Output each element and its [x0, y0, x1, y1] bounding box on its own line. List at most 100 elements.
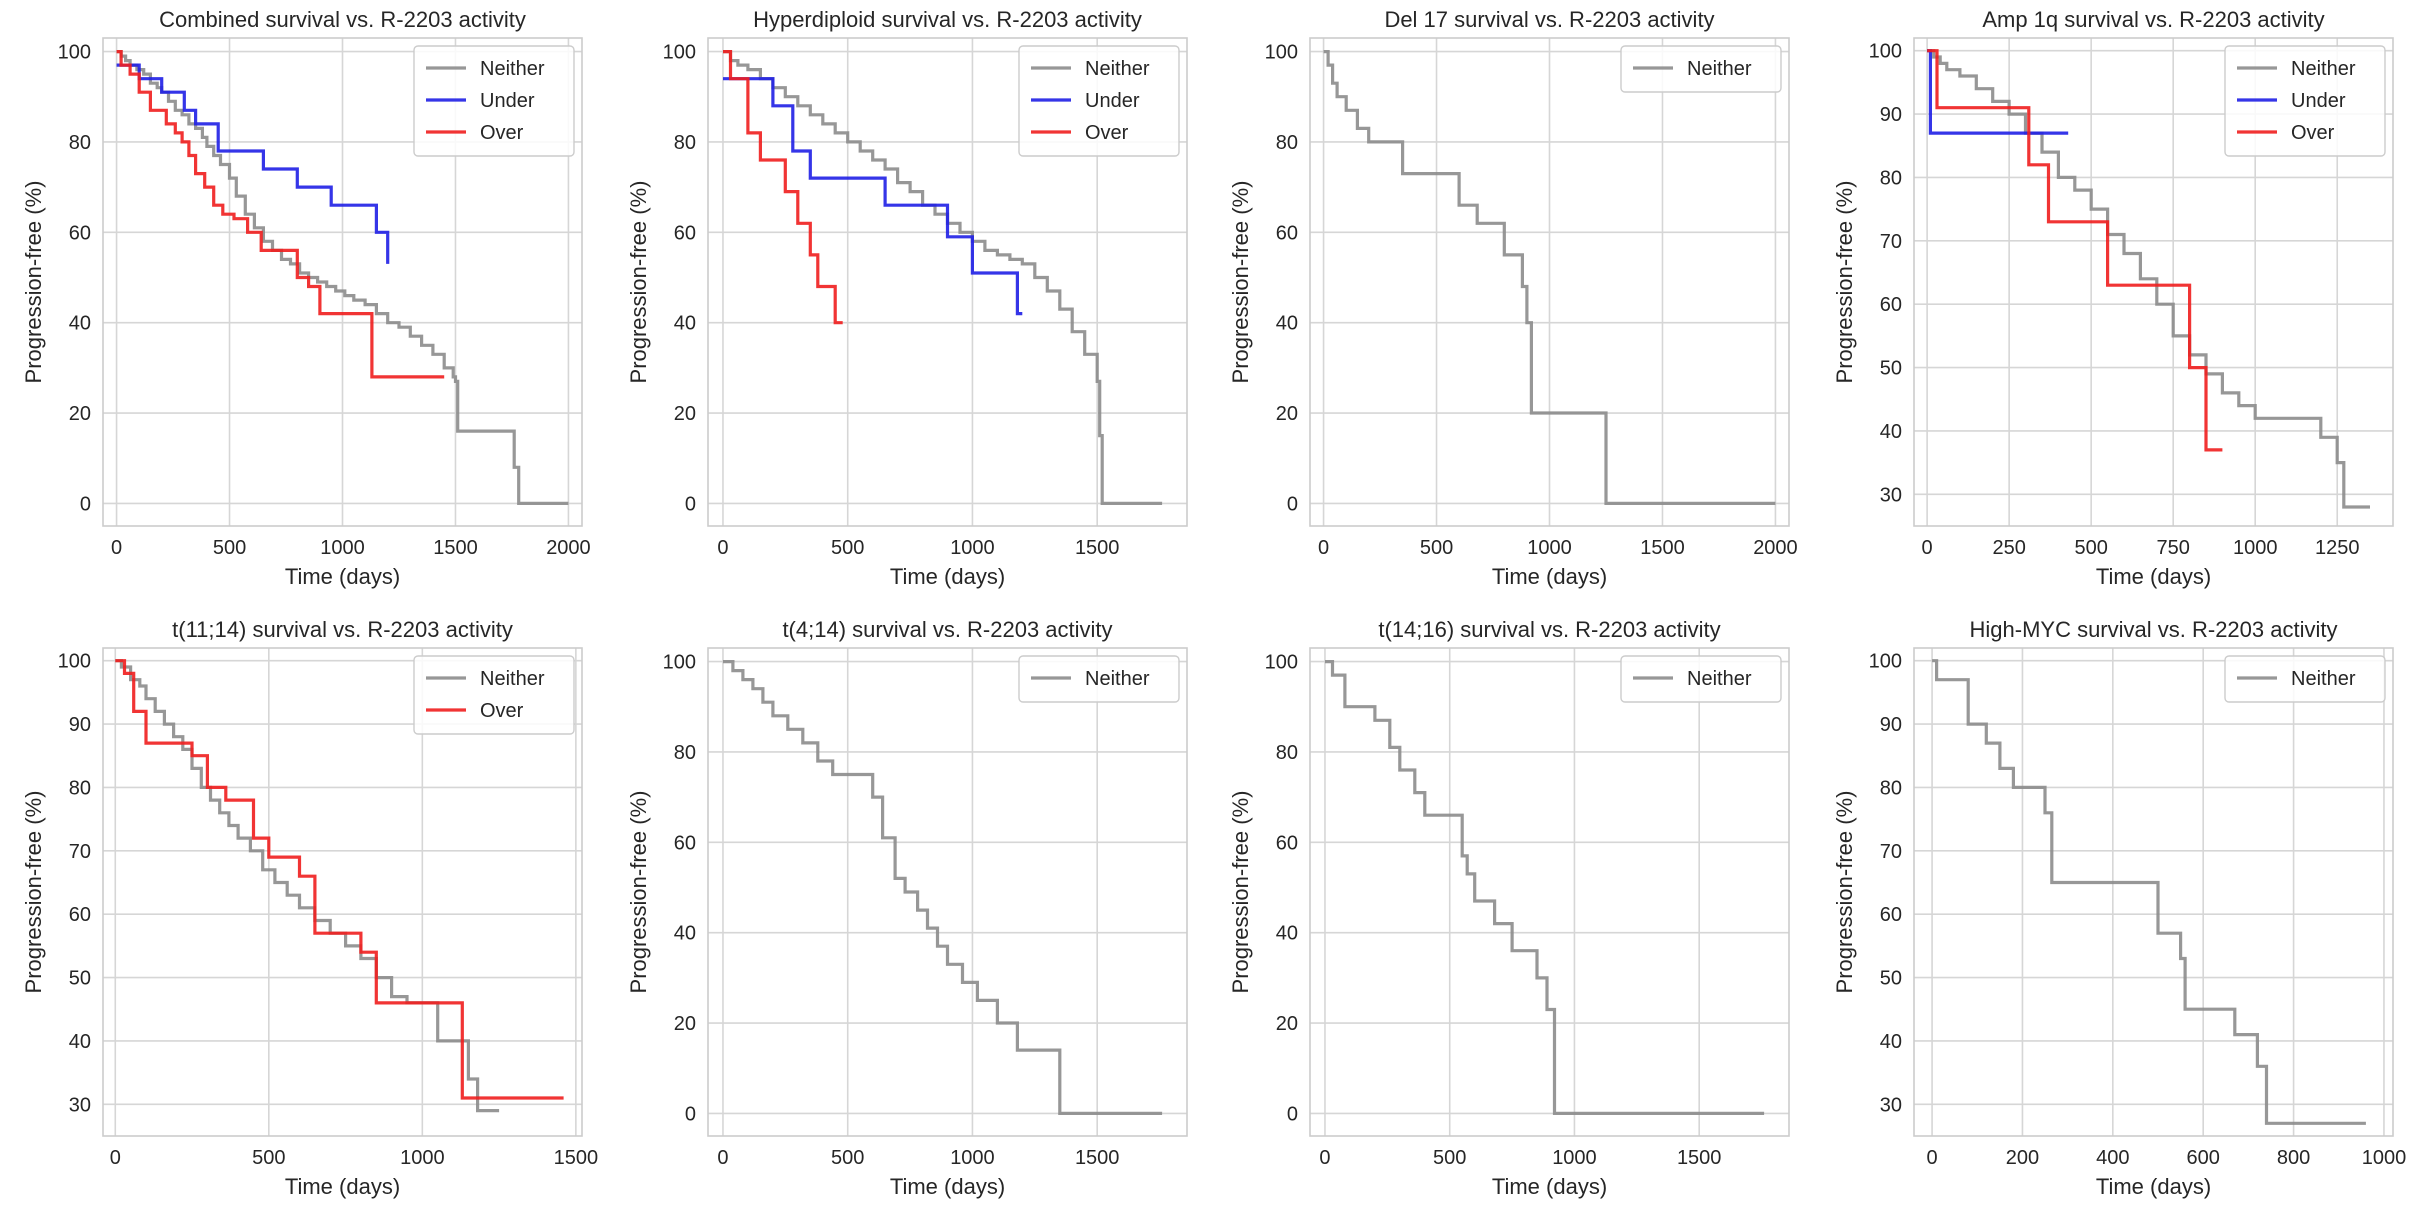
- y-axis-label: Progression-free (%): [21, 791, 46, 994]
- y-axis-label: Progression-free (%): [21, 181, 46, 384]
- y-axis-label: Progression-free (%): [626, 791, 651, 994]
- x-tick-label: 1000: [320, 537, 365, 559]
- x-tick-label: 0: [717, 537, 728, 559]
- y-tick-label: 100: [1265, 42, 1298, 64]
- x-tick-label: 1250: [2315, 537, 2360, 559]
- y-tick-label: 80: [674, 742, 696, 764]
- legend: Neither: [1620, 45, 1782, 93]
- legend-box: [1018, 655, 1180, 703]
- legend-label: Neither: [1085, 668, 1150, 690]
- legend: Neither: [2224, 655, 2386, 703]
- y-tick-label: 90: [69, 714, 91, 736]
- y-tick-label: 0: [80, 493, 91, 515]
- legend-label: Neither: [1085, 58, 1150, 80]
- legend-label: Over: [1085, 122, 1129, 144]
- y-axis-label: Progression-free (%): [1832, 181, 1857, 384]
- legend-box: [2224, 45, 2386, 157]
- y-tick-label: 20: [674, 1013, 696, 1035]
- y-tick-label: 0: [1287, 493, 1298, 515]
- axes-frame: [1309, 647, 1790, 1137]
- y-tick-label: 50: [1880, 358, 1902, 380]
- chart-title: Hyperdiploid survival vs. R-2203 activit…: [753, 7, 1142, 32]
- x-tick-label: 250: [1992, 537, 2025, 559]
- legend-label: Over: [480, 700, 524, 722]
- y-tick-label: 60: [674, 222, 696, 244]
- y-tick-label: 40: [69, 1031, 91, 1053]
- x-tick-label: 500: [831, 1147, 864, 1169]
- y-tick-label: 80: [674, 132, 696, 154]
- chart-panel-7: 0 500 1000 1500 0 20 40 60 80 100 t(14;16) surviva…: [1228, 617, 1790, 1199]
- y-tick-label: 40: [69, 313, 91, 335]
- legend-label: Under: [2291, 90, 2346, 112]
- chart-panel-4: 0 250 500 750 1000 1250 30 40 50 60 70 80 90 100 Amp 1…: [1832, 7, 2394, 589]
- x-tick-label: 0: [111, 537, 122, 559]
- axes-frame: [1913, 37, 2394, 527]
- x-tick-label: 0: [1319, 1147, 1330, 1169]
- legend-label: Neither: [1687, 58, 1752, 80]
- y-tick-label: 0: [1287, 1103, 1298, 1125]
- x-axis-label: Time (days): [890, 564, 1005, 589]
- x-axis-label: Time (days): [2096, 564, 2211, 589]
- y-tick-label: 60: [1880, 294, 1902, 316]
- x-tick-label: 400: [2096, 1147, 2129, 1169]
- chart-title: t(11;14) survival vs. R-2203 activity: [172, 617, 513, 642]
- x-tick-label: 1000: [2362, 1147, 2407, 1169]
- legend-label: Under: [1085, 90, 1140, 112]
- legend-box: [1018, 45, 1180, 157]
- y-tick-label: 40: [674, 313, 696, 335]
- legend: Neither: [1018, 655, 1180, 703]
- y-tick-label: 100: [663, 652, 696, 674]
- x-axis-label: Time (days): [1492, 1174, 1607, 1199]
- axes-frame: [707, 647, 1188, 1137]
- x-tick-label: 1000: [950, 537, 995, 559]
- legend-box: [2224, 655, 2386, 703]
- x-tick-label: 500: [2074, 537, 2107, 559]
- x-tick-label: 1000: [400, 1147, 445, 1169]
- y-axis-label: Progression-free (%): [1832, 791, 1857, 994]
- legend: Neither Under Over: [1018, 45, 1180, 157]
- legend: Neither Under Over: [413, 45, 575, 157]
- series-line-under: [723, 77, 1023, 316]
- y-tick-label: 40: [1880, 421, 1902, 443]
- x-tick-label: 1500: [433, 537, 478, 559]
- x-tick-label: 0: [1922, 537, 1933, 559]
- y-tick-label: 30: [1880, 1094, 1902, 1116]
- chart-title: t(14;16) survival vs. R-2203 activity: [1378, 617, 1720, 642]
- x-tick-label: 800: [2277, 1147, 2310, 1169]
- series-line-neither: [1323, 50, 1776, 505]
- y-tick-label: 80: [1880, 777, 1902, 799]
- y-tick-label: 80: [1276, 742, 1298, 764]
- chart-panel-6: 0 500 1000 1500 0 20 40 60 80 100 t(4;14) survival…: [626, 617, 1188, 1199]
- y-tick-label: 60: [674, 832, 696, 854]
- y-tick-label: 60: [1880, 904, 1902, 926]
- legend-box: [413, 45, 575, 157]
- legend: Neither Over: [413, 655, 575, 735]
- legend-label: Over: [480, 122, 524, 144]
- legend-box: [413, 655, 575, 735]
- y-tick-label: 40: [1880, 1031, 1902, 1053]
- y-tick-label: 70: [69, 841, 91, 863]
- series-line-neither: [115, 659, 500, 1113]
- chart-title: t(4;14) survival vs. R-2203 activity: [782, 617, 1112, 642]
- legend-box: [1620, 655, 1782, 703]
- y-tick-label: 100: [663, 42, 696, 64]
- y-tick-label: 80: [1880, 167, 1902, 189]
- x-tick-label: 1500: [1640, 537, 1685, 559]
- y-tick-label: 100: [1869, 41, 1902, 63]
- y-tick-label: 60: [69, 222, 91, 244]
- chart-panel-2: 0 500 1000 1500 0 20 40 60 80 100 Hyperdiploid sur…: [626, 7, 1188, 589]
- chart-title: Combined survival vs. R-2203 activity: [159, 7, 526, 32]
- y-tick-label: 80: [69, 777, 91, 799]
- y-tick-label: 40: [1276, 923, 1298, 945]
- series-line-over: [723, 50, 843, 325]
- legend-box: [1620, 45, 1782, 93]
- y-tick-label: 100: [1869, 651, 1902, 673]
- y-tick-label: 0: [685, 493, 696, 515]
- x-tick-label: 2000: [546, 537, 591, 559]
- x-tick-label: 600: [2187, 1147, 2220, 1169]
- x-tick-label: 200: [2006, 1147, 2039, 1169]
- y-tick-label: 60: [69, 904, 91, 926]
- series-line-neither: [1325, 660, 1765, 1115]
- chart-panel-8: 0 200 400 600 800 1000 30 40 50 60 70 80 90 100 High-M…: [1832, 617, 2406, 1199]
